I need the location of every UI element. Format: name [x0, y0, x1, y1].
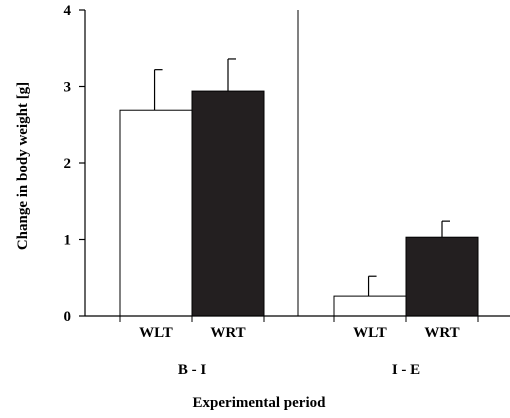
bar-1-0 — [333, 295, 407, 317]
axes-layer — [79, 9, 510, 322]
x-tick-label-1-0: WLT — [353, 325, 387, 341]
group-label-0: B - I — [178, 362, 207, 378]
y-axis-title: Change in body weight [g] — [15, 82, 31, 250]
x-tick-label-0-1: WRT — [210, 325, 245, 341]
y-tick-label-1: 1 — [64, 233, 72, 249]
bar-0-0 — [119, 109, 193, 317]
x-axis-title: Experimental period — [193, 395, 327, 411]
y-tick-label-3: 3 — [64, 80, 72, 96]
x-tick-label-0-0: WLT — [139, 325, 173, 341]
bar-1-1 — [405, 236, 479, 317]
labels-layer: WLT WRT B - I WLT WRT I - E 0 1 2 3 4 Experimental … — [15, 3, 460, 411]
x-tick-label-1-1: WRT — [424, 325, 459, 341]
y-tick-label-0: 0 — [64, 309, 72, 325]
bars-layer — [119, 90, 479, 317]
y-tick-label-2: 2 — [64, 156, 72, 172]
y-tick-label-4: 4 — [64, 3, 72, 19]
error-bars-layer — [153, 58, 450, 297]
group-label-1: I - E — [392, 362, 420, 378]
bar-0-1 — [191, 90, 265, 317]
